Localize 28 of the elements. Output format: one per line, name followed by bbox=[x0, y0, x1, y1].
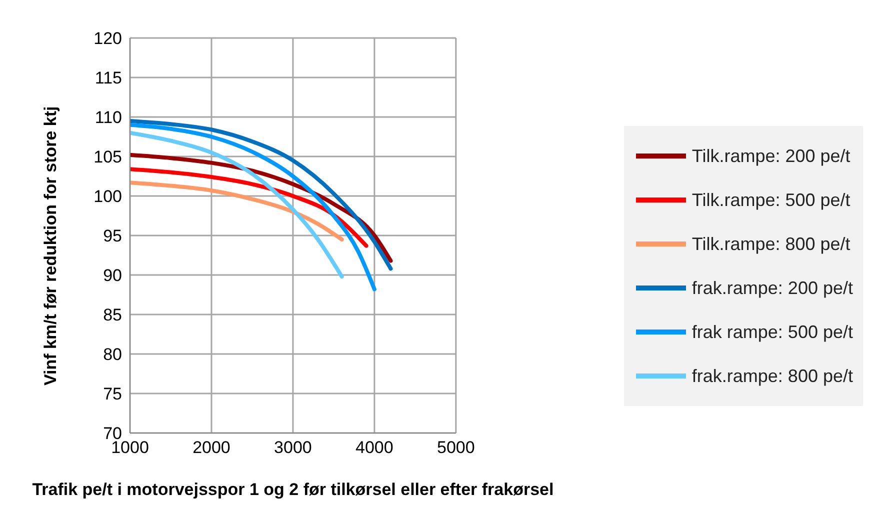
legend-label: frak.rampe: 200 pe/t bbox=[692, 276, 853, 300]
legend-label: Tilk.rampe: 800 pe/t bbox=[692, 232, 850, 256]
y-tick-label: 80 bbox=[103, 345, 122, 364]
y-tick-label: 75 bbox=[103, 384, 122, 404]
y-tick-label: 90 bbox=[103, 266, 122, 286]
y-tick-label: 115 bbox=[94, 68, 122, 88]
y-tick-label: 110 bbox=[94, 108, 122, 128]
y-tick-label: 100 bbox=[94, 187, 122, 206]
y-tick-label: 95 bbox=[103, 226, 122, 246]
x-axis-title: Trafik pe/t i motorvejsspor 1 og 2 før tilkørsel eller efter frakørsel bbox=[32, 480, 554, 499]
legend-label: Tilk.rampe: 200 pe/t bbox=[692, 144, 850, 168]
legend-label: Tilk.rampe: 500 pe/t bbox=[692, 188, 850, 212]
line-series bbox=[130, 167, 368, 248]
y-tick-label: 105 bbox=[94, 148, 122, 167]
x-tick-label: 4000 bbox=[356, 438, 394, 458]
y-tick-label: 120 bbox=[94, 29, 122, 48]
y-axis-title: Vinf km/t før reduktion for store ktj bbox=[41, 106, 60, 386]
x-tick-label: 3000 bbox=[274, 438, 312, 458]
legend-label: frak.rampe: 800 pe/t bbox=[692, 364, 853, 388]
y-tick-label: 85 bbox=[103, 306, 122, 325]
line-series bbox=[130, 130, 344, 279]
x-tick-label: 2000 bbox=[192, 438, 230, 458]
x-tick-label: 1000 bbox=[111, 438, 149, 458]
x-tick-label: 5000 bbox=[436, 438, 475, 458]
legend-label: frak rampe: 500 pe/t bbox=[692, 320, 853, 344]
line-series bbox=[130, 118, 393, 271]
line-series bbox=[130, 122, 376, 292]
line-series bbox=[130, 180, 344, 242]
